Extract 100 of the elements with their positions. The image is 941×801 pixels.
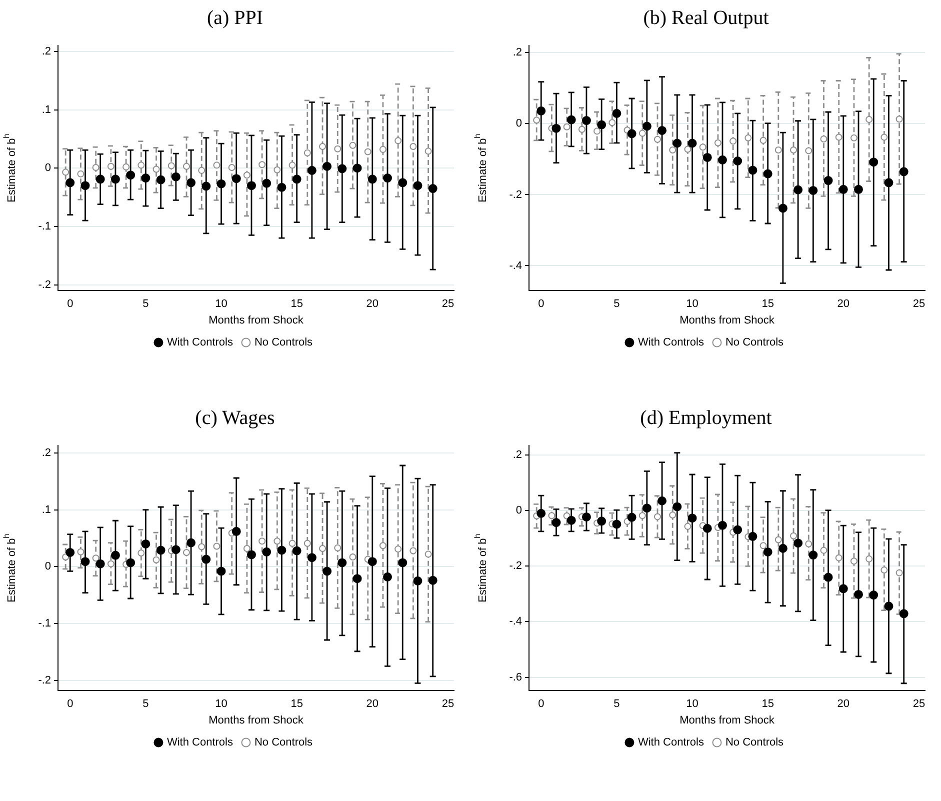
point [322, 162, 332, 171]
x-tick-label: 20 [366, 298, 379, 310]
point [243, 544, 250, 552]
point [638, 512, 646, 520]
point [582, 116, 591, 126]
point [896, 569, 903, 576]
y-tick-label: 0 [44, 560, 52, 573]
point [232, 526, 241, 536]
x-tick-label: 15 [762, 298, 774, 310]
point [899, 609, 908, 618]
point [319, 544, 326, 552]
point [213, 542, 220, 550]
point [334, 544, 342, 552]
point [383, 572, 392, 582]
point [669, 512, 676, 519]
point [612, 520, 622, 529]
point [790, 532, 798, 540]
point [702, 524, 712, 533]
x-tick-label: 5 [614, 298, 620, 310]
point [566, 115, 576, 124]
point [292, 174, 302, 184]
point [763, 169, 772, 178]
point [66, 178, 75, 188]
x-tick-label: 5 [142, 298, 149, 310]
point [838, 184, 848, 194]
point [288, 162, 296, 169]
point [824, 572, 833, 582]
x-tick-label: 25 [442, 698, 454, 710]
x-tick-label: 0 [538, 698, 544, 710]
point [334, 145, 342, 152]
point [66, 548, 75, 557]
x-tick-label: 15 [762, 698, 774, 710]
point [866, 116, 873, 123]
point [566, 516, 576, 525]
point [126, 170, 136, 180]
x-axis-title: Months from Shock [680, 714, 775, 726]
y-tick-label: 0 [516, 118, 522, 130]
point [171, 545, 180, 554]
point [778, 204, 788, 213]
y-tick-label: -.1 [38, 618, 52, 630]
x-tick-label: 10 [215, 698, 228, 710]
y-tick-label: -.4 [509, 260, 522, 272]
point [424, 550, 432, 558]
x-axis-title: Months from Shock [208, 714, 304, 726]
point [563, 123, 570, 130]
point [850, 134, 858, 142]
point [805, 540, 812, 548]
y-tick-label: .2 [42, 45, 52, 58]
point [866, 555, 873, 562]
point [552, 518, 561, 528]
point [869, 158, 878, 167]
point [608, 119, 616, 126]
point [202, 182, 211, 191]
point [672, 138, 682, 148]
point [138, 550, 145, 557]
y-tick-label: -.2 [38, 674, 52, 686]
point [80, 557, 90, 566]
y-tick-label: .1 [42, 104, 52, 116]
point [733, 156, 742, 166]
point [850, 558, 858, 565]
point [835, 554, 842, 562]
y-tick-label: .2 [42, 447, 52, 460]
legend-label: No Controls [725, 336, 784, 349]
point [319, 143, 326, 150]
point [730, 138, 737, 145]
y-tick-label: 0 [516, 504, 522, 517]
point [552, 124, 561, 133]
point [536, 106, 546, 116]
point [258, 161, 266, 168]
point [141, 539, 150, 548]
x-tick-label: 10 [686, 298, 698, 310]
point [141, 174, 150, 183]
x-tick-label: 15 [290, 698, 303, 710]
legend-label: With Controls [166, 736, 234, 749]
point [627, 129, 636, 138]
point [627, 512, 636, 522]
point [246, 550, 256, 560]
x-tick-label: 5 [614, 698, 620, 710]
point [307, 166, 316, 175]
point [597, 120, 606, 130]
point [658, 496, 667, 506]
x-tick-label: 0 [67, 698, 74, 710]
point [880, 566, 888, 574]
chart-title: (a) PPI [206, 6, 264, 31]
y-axis-title: Estimate of bh [2, 534, 18, 602]
x-tick-label: 10 [215, 298, 228, 310]
point [760, 542, 767, 550]
point [368, 557, 377, 566]
point [379, 146, 386, 153]
point [152, 556, 160, 564]
point [262, 178, 272, 188]
point [62, 168, 70, 176]
point [364, 148, 372, 156]
x-tick-label: 20 [837, 698, 850, 710]
point [854, 184, 864, 194]
x-axis-title: Months from Shock [208, 314, 304, 326]
point [349, 142, 356, 149]
point [794, 538, 803, 548]
point [246, 181, 256, 190]
point [669, 146, 676, 154]
